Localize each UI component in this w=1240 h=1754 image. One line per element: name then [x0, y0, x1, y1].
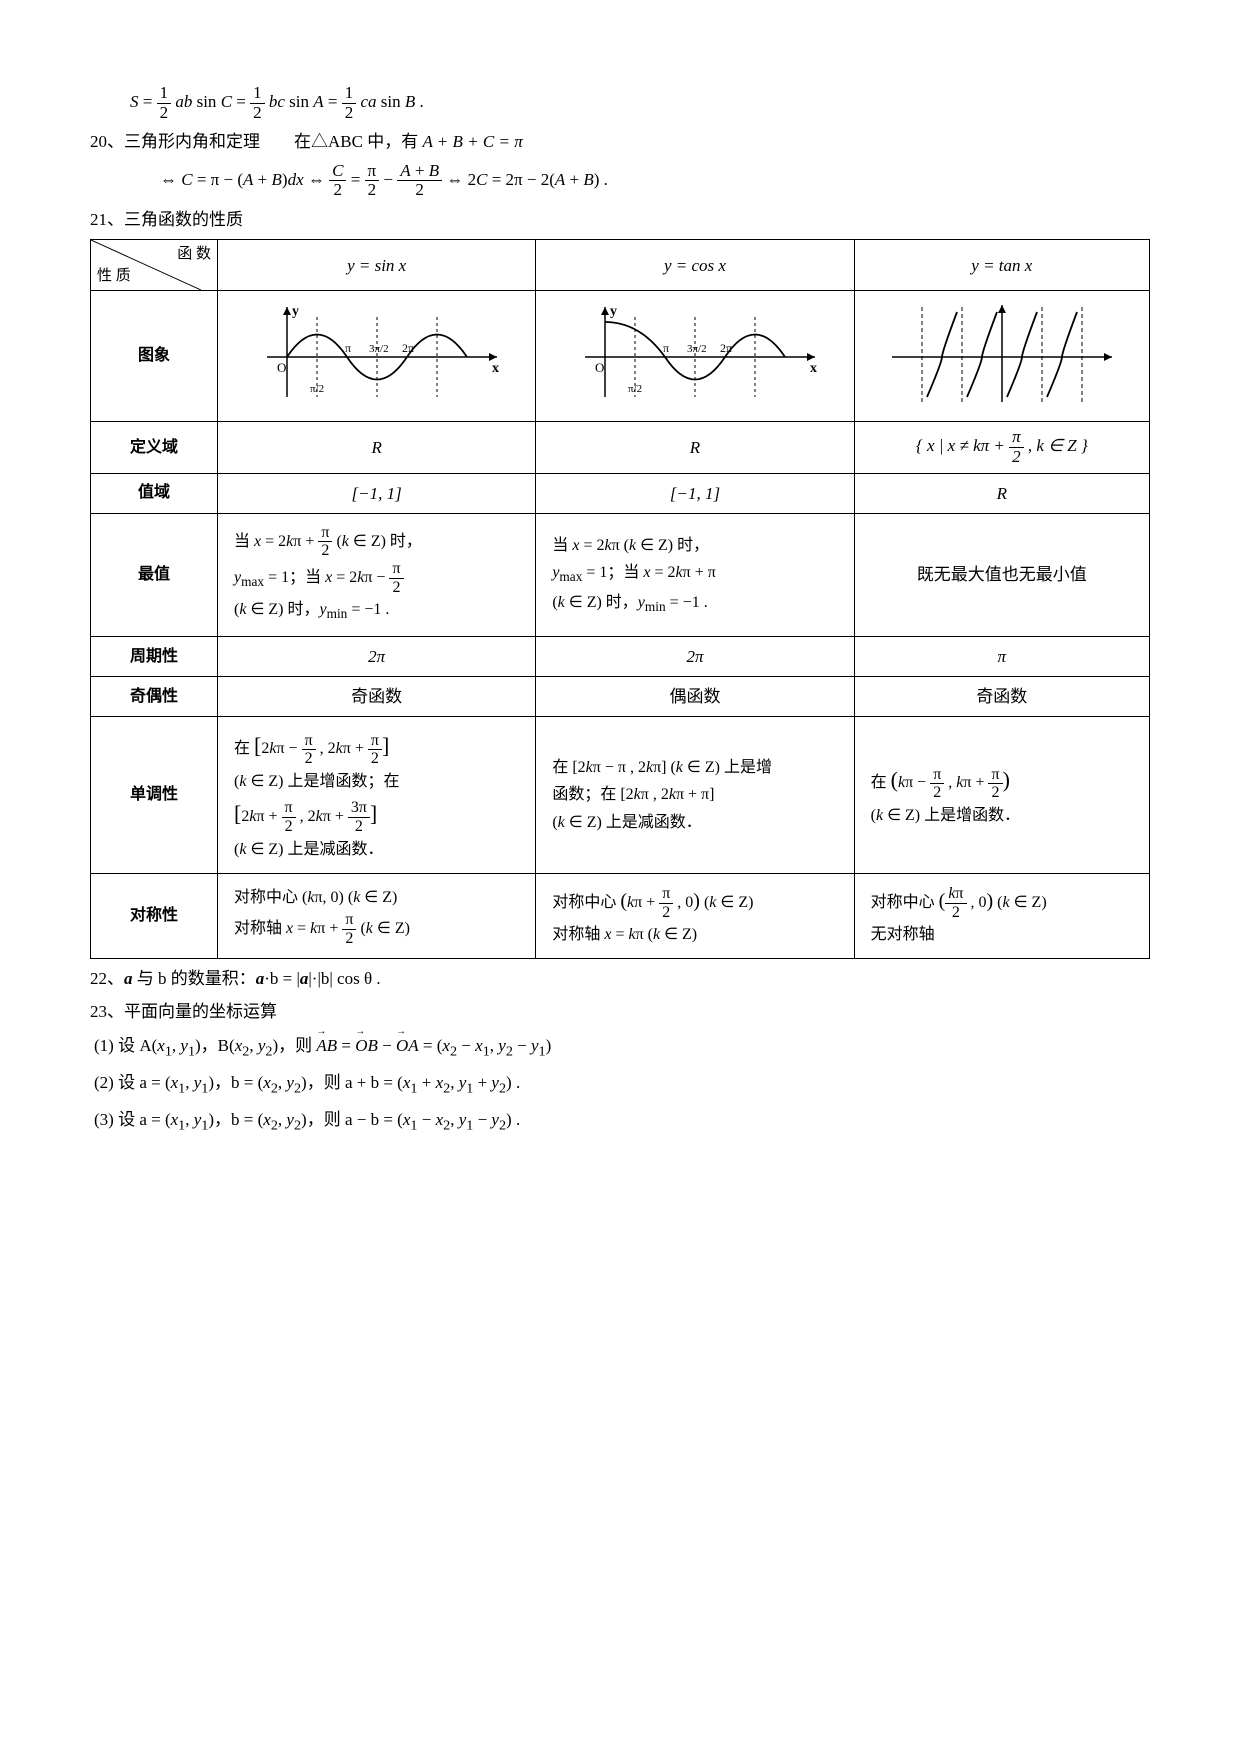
svg-text:O: O — [277, 360, 286, 375]
svg-text:2π: 2π — [402, 341, 414, 355]
sym-tan: 对称中心 (kπ2 , 0) (k ∈ Z) 无对称轴 — [854, 873, 1149, 959]
row-extrema-label: 最值 — [91, 513, 218, 636]
svg-text:3π/2: 3π/2 — [687, 343, 707, 355]
row-mono-label: 单调性 — [91, 717, 218, 873]
sym-sin: 对称中心 (kπ, 0) (k ∈ Z) 对称轴 x = kπ + π2 (k … — [218, 873, 536, 959]
period-sin: 2π — [218, 637, 536, 677]
graph-tan — [854, 291, 1149, 422]
mono-sin: 在 [2kπ − π2 , 2kπ + π2] (k ∈ Z) 上是增函数；在 … — [218, 717, 536, 873]
range-sin: [−1, 1] — [218, 473, 536, 513]
svg-text:y: y — [610, 304, 617, 319]
header-diagonal-cell: 函 数 性 质 — [91, 240, 218, 291]
graph-cos: O y x π/2 π 3π/2 2π — [536, 291, 854, 422]
parity-sin: 奇函数 — [218, 677, 536, 717]
range-cos: [−1, 1] — [536, 473, 854, 513]
col-header-sin: y = sin x — [218, 240, 536, 291]
domain-tan: { x | x ≠ kπ + π2 , k ∈ Z } — [854, 422, 1149, 473]
trig-properties-table: 函 数 性 质 y = sin x y = cos x y = tan x 图象… — [90, 239, 1150, 959]
row-period-label: 周期性 — [91, 637, 218, 677]
mono-cos: 在 [2kπ − π , 2kπ] (k ∈ Z) 上是增 函数；在 [2kπ … — [536, 717, 854, 873]
mono-tan: 在 (kπ − π2 , kπ + π2) (k ∈ Z) 上是增函数． — [854, 717, 1149, 873]
row-graph-label: 图象 — [91, 291, 218, 422]
item-23-2: (2) 设 a = (x1, y1)，b = (x2, y2)，则 a + b … — [90, 1069, 1150, 1100]
period-tan: π — [854, 637, 1149, 677]
domain-cos: R — [536, 422, 854, 473]
item-23-1: (1) 设 A(x1, y1)，B(x2, y2)，则 →AB = →OB − … — [90, 1032, 1150, 1063]
svg-text:x: x — [492, 361, 499, 376]
svg-text:y: y — [292, 304, 299, 319]
svg-text:π: π — [345, 341, 351, 355]
svg-text:2π: 2π — [720, 341, 732, 355]
item-23-title: 23、平面向量的坐标运算 — [90, 998, 1150, 1025]
item-20-line2: ⇔ C = π − (A + B)dx ⇔ C2 = π2 − A + B2 ⇔… — [90, 162, 1150, 200]
item-23-3: (3) 设 a = (x1, y1)，b = (x2, y2)，则 a − b … — [90, 1106, 1150, 1137]
row-domain-label: 定义域 — [91, 422, 218, 473]
extrema-sin: 当 x = 2kπ + π2 (k ∈ Z) 时， ymax = 1；当 x =… — [218, 513, 536, 636]
svg-text:π/2: π/2 — [628, 383, 642, 395]
period-cos: 2π — [536, 637, 854, 677]
svg-text:π/2: π/2 — [310, 383, 324, 395]
svg-text:x: x — [810, 361, 817, 376]
sym-cos: 对称中心 (kπ + π2 , 0) (k ∈ Z) 对称轴 x = kπ (k… — [536, 873, 854, 959]
col-header-tan: y = tan x — [854, 240, 1149, 291]
range-tan: R — [854, 473, 1149, 513]
parity-cos: 偶函数 — [536, 677, 854, 717]
header-functions-label: 函 数 — [177, 242, 211, 266]
svg-text:3π/2: 3π/2 — [369, 343, 389, 355]
row-sym-label: 对称性 — [91, 873, 218, 959]
domain-sin: R — [218, 422, 536, 473]
row-range-label: 值域 — [91, 473, 218, 513]
header-properties-label: 性 质 — [97, 264, 131, 288]
item-20-line1: 20、三角形内角和定理 在△ABC 中，有 A + B + C = π — [90, 128, 1150, 155]
row-parity-label: 奇偶性 — [91, 677, 218, 717]
item-22: 22、a 与 b 的数量积：a·b = |a|·|b| cos θ . — [90, 965, 1150, 992]
graph-sin: O y x π/2 π 3π/2 2π — [218, 291, 536, 422]
svg-text:O: O — [595, 360, 604, 375]
extrema-cos: 当 x = 2kπ (k ∈ Z) 时， ymax = 1；当 x = 2kπ … — [536, 513, 854, 636]
extrema-tan: 既无最大值也无最小值 — [854, 513, 1149, 636]
parity-tan: 奇函数 — [854, 677, 1149, 717]
item-21-title: 21、三角函数的性质 — [90, 206, 1150, 233]
col-header-cos: y = cos x — [536, 240, 854, 291]
formula-area-triangle: S = 12 ab sin C = 12 bc sin A = 12 ca si… — [90, 84, 1150, 122]
svg-text:π: π — [663, 341, 669, 355]
